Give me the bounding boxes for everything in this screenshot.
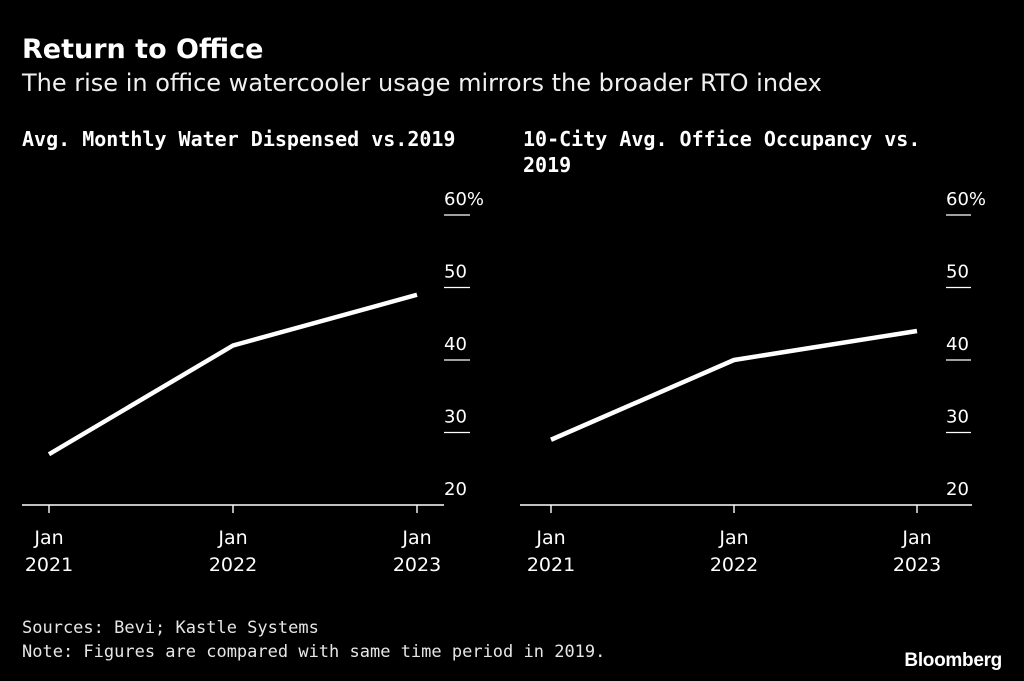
series-line-occupancy	[550, 328, 918, 442]
series-line-water	[47, 292, 418, 457]
x-tick-label-month: Jan	[217, 527, 247, 549]
x-tick-label-year: 2023	[893, 554, 941, 576]
panel-title-occupancy: 10-City Avg. Office Occupancy vs. 2019	[523, 127, 921, 177]
y-tick-label: 50	[946, 262, 969, 283]
x-tick-label-month: Jan	[718, 527, 748, 549]
comparison-note: Note: Figures are compared with same tim…	[22, 642, 606, 662]
x-tick-label-year: 2021	[25, 554, 73, 576]
x-tick-label-month: Jan	[401, 527, 431, 549]
chart-title: Return to Office	[22, 34, 264, 65]
y-tick-label: 40	[444, 334, 467, 355]
chart-subtitle: The rise in office watercooler usage mir…	[22, 69, 822, 97]
y-tick-label: 60%	[946, 189, 986, 210]
y-tick-label: 20	[946, 479, 969, 500]
y-tick-label: 40	[946, 334, 969, 355]
y-tick-label: 60%	[444, 189, 484, 210]
x-tick-label-year: 2021	[527, 554, 575, 576]
x-tick-label-month: Jan	[535, 527, 565, 549]
x-tick-label-month: Jan	[901, 527, 931, 549]
x-tick-label-year: 2022	[209, 554, 257, 576]
x-tick-label-year: 2023	[393, 554, 441, 576]
sources-note: Sources: Bevi; Kastle Systems	[22, 618, 319, 638]
y-tick-label: 30	[444, 407, 467, 428]
y-tick-label: 50	[444, 262, 467, 283]
panel-title-water: Avg. Monthly Water Dispensed vs.2019	[22, 127, 456, 151]
x-tick-label-month: Jan	[33, 527, 63, 549]
y-tick-label: 30	[946, 407, 969, 428]
y-tick-label: 20	[444, 479, 467, 500]
x-tick-label-year: 2022	[710, 554, 758, 576]
bloomberg-logo: Bloomberg	[904, 650, 1002, 671]
